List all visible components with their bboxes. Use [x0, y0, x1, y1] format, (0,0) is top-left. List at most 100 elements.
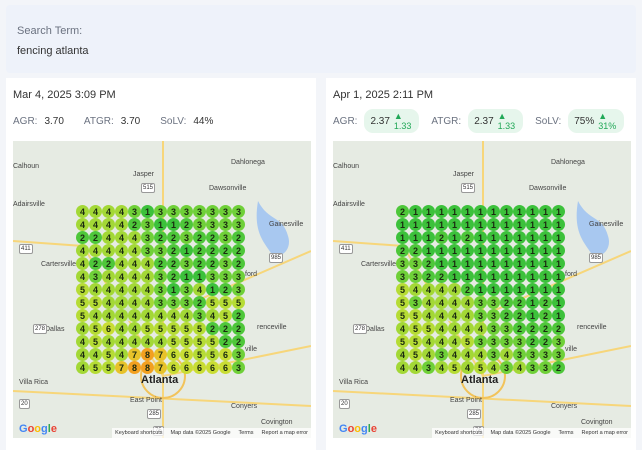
rank-pin[interactable]: 4 — [435, 283, 448, 296]
rank-pin[interactable]: 2 — [435, 231, 448, 244]
rank-pin[interactable]: 4 — [409, 283, 422, 296]
rank-pin[interactable]: 3 — [141, 244, 154, 257]
rank-pin[interactable]: 3 — [409, 257, 422, 270]
rank-pin[interactable]: 3 — [232, 361, 245, 374]
rank-pin[interactable]: 2 — [219, 322, 232, 335]
rank-pin[interactable]: 3 — [193, 205, 206, 218]
rank-pin[interactable]: 4 — [448, 309, 461, 322]
rank-pin[interactable]: 5 — [76, 309, 89, 322]
rank-pin[interactable]: 4 — [435, 322, 448, 335]
rank-pin[interactable]: 1 — [539, 270, 552, 283]
rank-pin[interactable]: 4 — [141, 335, 154, 348]
rank-pin[interactable]: 2 — [422, 257, 435, 270]
rank-pin[interactable]: 4 — [422, 335, 435, 348]
rank-pin[interactable]: 1 — [435, 205, 448, 218]
rank-pin[interactable]: 1 — [422, 205, 435, 218]
rank-pin[interactable]: 5 — [167, 335, 180, 348]
rank-pin[interactable]: 5 — [396, 296, 409, 309]
rank-pin[interactable]: 4 — [461, 361, 474, 374]
rank-pin[interactable]: 2 — [193, 231, 206, 244]
rank-pin[interactable]: 2 — [102, 257, 115, 270]
rank-pin[interactable]: 1 — [448, 231, 461, 244]
rank-pin[interactable]: 2 — [513, 309, 526, 322]
rank-pin[interactable]: 2 — [513, 296, 526, 309]
report-map-error-link[interactable]: Report a map error — [581, 430, 628, 436]
rank-pin[interactable]: 4 — [115, 270, 128, 283]
rank-pin[interactable]: 1 — [513, 231, 526, 244]
rank-pin[interactable]: 3 — [193, 218, 206, 231]
rank-pin[interactable]: 1 — [461, 257, 474, 270]
rank-pin[interactable]: 3 — [500, 361, 513, 374]
rank-pin[interactable]: 2 — [539, 309, 552, 322]
rank-pin[interactable]: 5 — [461, 335, 474, 348]
rank-pin[interactable]: 4 — [487, 361, 500, 374]
rank-pin[interactable]: 2 — [539, 335, 552, 348]
rank-pin[interactable]: 4 — [128, 257, 141, 270]
rank-pin[interactable]: 1 — [552, 309, 565, 322]
rank-pin[interactable]: 4 — [461, 296, 474, 309]
rank-pin[interactable]: 3 — [539, 361, 552, 374]
report-map-error-link[interactable]: Report a map error — [261, 430, 308, 436]
rank-pin[interactable]: 4 — [409, 361, 422, 374]
rank-pin[interactable]: 4 — [76, 270, 89, 283]
rank-pin[interactable]: 5 — [232, 296, 245, 309]
rank-pin[interactable]: 1 — [513, 244, 526, 257]
rank-pin[interactable]: 1 — [500, 218, 513, 231]
rank-pin[interactable]: 5 — [422, 322, 435, 335]
rank-pin[interactable]: 5 — [396, 309, 409, 322]
rank-pin[interactable]: 5 — [206, 335, 219, 348]
rank-pin[interactable]: 5 — [180, 322, 193, 335]
rank-pin[interactable]: 2 — [526, 335, 539, 348]
rank-pin[interactable]: 2 — [232, 322, 245, 335]
rank-pin[interactable]: 5 — [474, 361, 487, 374]
rank-pin[interactable]: 3 — [474, 296, 487, 309]
rank-pin[interactable]: 1 — [526, 257, 539, 270]
rank-pin[interactable]: 4 — [448, 348, 461, 361]
rank-pin[interactable]: 1 — [526, 218, 539, 231]
rank-pin[interactable]: 1 — [539, 244, 552, 257]
rank-pin[interactable]: 3 — [219, 257, 232, 270]
rank-pin[interactable]: 3 — [219, 231, 232, 244]
rank-pin[interactable]: 3 — [513, 335, 526, 348]
rank-pin[interactable]: 2 — [422, 270, 435, 283]
rank-pin[interactable]: 2 — [232, 244, 245, 257]
rank-pin[interactable]: 5 — [193, 322, 206, 335]
rank-pin[interactable]: 4 — [422, 309, 435, 322]
rank-pin[interactable]: 5 — [206, 296, 219, 309]
rank-pin[interactable]: 6 — [193, 361, 206, 374]
rank-pin[interactable]: 4 — [128, 322, 141, 335]
rank-pin[interactable]: 2 — [206, 231, 219, 244]
rank-pin[interactable]: 2 — [180, 218, 193, 231]
rank-pin[interactable]: 4 — [193, 283, 206, 296]
rank-pin[interactable]: 4 — [115, 244, 128, 257]
rank-pin[interactable]: 2 — [526, 322, 539, 335]
rank-pin[interactable]: 4 — [115, 348, 128, 361]
rank-pin[interactable]: 4 — [115, 322, 128, 335]
rank-pin[interactable]: 1 — [539, 218, 552, 231]
rank-pin[interactable]: 3 — [552, 348, 565, 361]
rank-pin[interactable]: 3 — [180, 257, 193, 270]
rank-grid-map[interactable]: Calhoun Jasper Dahlonega Dawsonville Adairsv… — [333, 141, 631, 438]
rank-pin[interactable]: 4 — [102, 205, 115, 218]
rank-pin[interactable]: 4 — [89, 244, 102, 257]
rank-pin[interactable]: 4 — [115, 218, 128, 231]
rank-pin[interactable]: 4 — [141, 283, 154, 296]
rank-pin[interactable]: 1 — [500, 244, 513, 257]
rank-pin[interactable]: 5 — [409, 335, 422, 348]
rank-pin[interactable]: 6 — [167, 348, 180, 361]
rank-pin[interactable]: 1 — [487, 205, 500, 218]
rank-pin[interactable]: 4 — [76, 361, 89, 374]
rank-pin[interactable]: 2 — [206, 244, 219, 257]
rank-pin[interactable]: 4 — [102, 296, 115, 309]
rank-pin[interactable]: 1 — [180, 270, 193, 283]
rank-pin[interactable]: 2 — [76, 231, 89, 244]
rank-pin[interactable]: 4 — [76, 244, 89, 257]
rank-pin[interactable]: 1 — [552, 270, 565, 283]
rank-pin[interactable]: 4 — [396, 361, 409, 374]
rank-pin[interactable]: 1 — [539, 205, 552, 218]
rank-pin[interactable]: 3 — [396, 257, 409, 270]
rank-pin[interactable]: 5 — [167, 322, 180, 335]
rank-pin[interactable]: 3 — [232, 348, 245, 361]
rank-pin[interactable]: 5 — [89, 322, 102, 335]
rank-pin[interactable]: 6 — [219, 361, 232, 374]
